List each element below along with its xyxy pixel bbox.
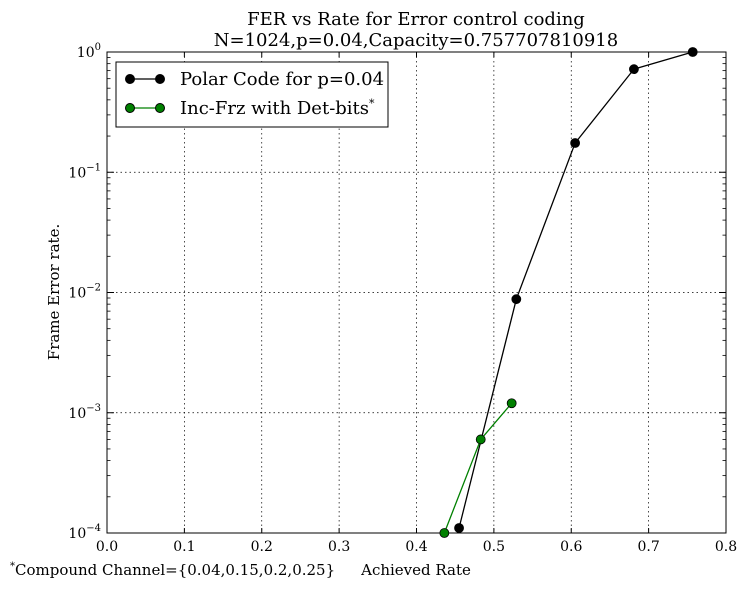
- data-point-inc-frz-with-det-bits: [439, 528, 450, 538]
- data-point-polar-code-for-p-0-04: [570, 138, 581, 148]
- series-line-inc-frz-with-det-bits: [443, 402, 513, 534]
- y-axis-label: Frame Error rate.: [45, 224, 63, 360]
- x-tick-label: 0.6: [560, 539, 582, 555]
- data-point-inc-frz-with-det-bits: [506, 398, 517, 409]
- axis-ticks: 0.0 0.1 0.2 0.3 0.4 0.5 0.6 0.7 0.8 100 10−1 10−2 10…: [68, 42, 737, 555]
- x-tick-label: 0.4: [405, 539, 427, 555]
- x-axis-label: Achieved Rate: [360, 561, 471, 579]
- x-tick-label: 0.5: [483, 539, 505, 555]
- data-point-inc-frz-with-det-bits: [475, 434, 486, 445]
- data-point-polar-code-for-p-0-04: [511, 294, 522, 305]
- legend-marker-incfrz: [155, 103, 165, 113]
- x-tick-label: 0.0: [96, 539, 118, 555]
- x-tick-label: 0.1: [173, 539, 195, 555]
- data-point-polar-code-for-p-0-04: [454, 523, 464, 533]
- legend-box: [115, 61, 389, 128]
- series: [439, 47, 698, 538]
- x-tick-label: 0.3: [328, 539, 350, 555]
- legend: Polar Code for p=0.04 Inc-Frz with Det-b…: [115, 61, 389, 128]
- legend-label-polar: Polar Code for p=0.04: [180, 69, 384, 90]
- x-tick-label: 0.2: [251, 539, 273, 555]
- data-point-polar-code-for-p-0-04: [629, 64, 639, 75]
- legend-marker-incfrz: [125, 103, 135, 113]
- y-tick-label: 10−2: [68, 283, 101, 302]
- x-tick-label: 0.7: [637, 539, 659, 555]
- y-tick-label: 100: [77, 42, 101, 61]
- series-line-polar-code-for-p-0-04: [458, 51, 693, 529]
- legend-marker-polar: [125, 74, 135, 84]
- data-point-polar-code-for-p-0-04: [687, 47, 698, 57]
- legend-label-incfrz: Inc-Frz with Det-bits*: [180, 97, 375, 119]
- chart-title: FER vs Rate for Error control coding: [247, 9, 585, 30]
- y-tick-label: 10−1: [68, 162, 101, 181]
- x-tick-label: 0.8: [715, 539, 737, 555]
- y-tick-label: 10−4: [68, 523, 101, 542]
- chart-subtitle: N=1024,p=0.04,Capacity=0.757707810918: [214, 30, 618, 51]
- legend-marker-polar: [155, 74, 165, 84]
- grid: [107, 52, 726, 533]
- y-tick-label: 10−3: [68, 403, 101, 422]
- footnote: *Compound Channel={0.04,0.15,0.2,0.25}: [10, 561, 335, 579]
